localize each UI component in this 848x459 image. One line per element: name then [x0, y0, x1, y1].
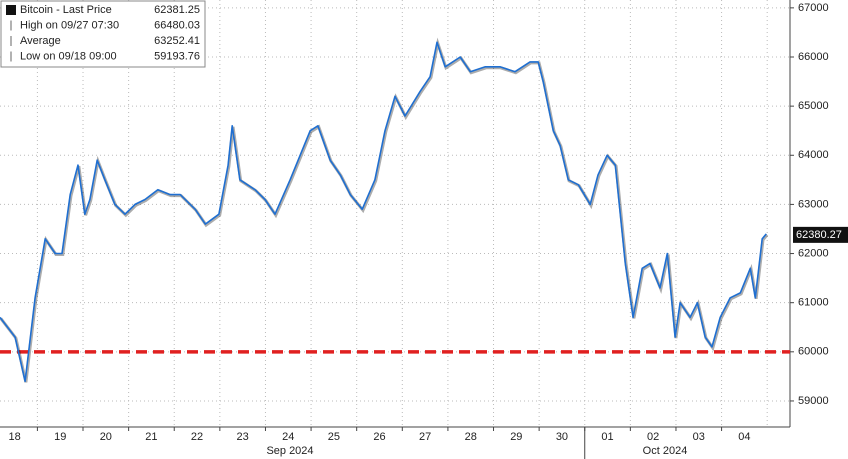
y-tick-label: 67000 [798, 2, 829, 14]
x-tick-label: 26 [373, 431, 385, 443]
x-tick-label: 28 [465, 431, 477, 443]
last-value-label: 62380.27 [796, 229, 842, 241]
legend-box [0, 0, 206, 68]
x-tick-label: 23 [237, 431, 249, 443]
x-tick-label: 03 [693, 431, 705, 443]
x-tick-label: 22 [191, 431, 203, 443]
legend-label: High on 09/27 07:30 [20, 19, 119, 31]
y-tick-label: 63000 [798, 198, 829, 210]
x-tick-label: 25 [328, 431, 340, 443]
y-tick-label: 64000 [798, 149, 829, 161]
x-tick-label: 24 [282, 431, 294, 443]
y-tick-label: 66000 [798, 51, 829, 63]
legend-label: Bitcoin - Last Price [20, 4, 112, 16]
x-tick-label: 04 [738, 431, 750, 443]
price-line [0, 41, 767, 383]
last-value-tag [793, 226, 848, 243]
x-tick-label: 27 [419, 431, 431, 443]
y-tick-label: 61000 [798, 297, 829, 309]
x-tick-label: 29 [510, 431, 522, 443]
month-label: Oct 2024 [643, 445, 688, 457]
month-label: Sep 2024 [266, 445, 313, 457]
x-tick-label: 02 [647, 431, 659, 443]
x-tick-label: 21 [145, 431, 157, 443]
y-tick-label: 60000 [798, 346, 829, 358]
legend-label: Low on 09/18 09:00 [20, 50, 117, 62]
y-tick-label: 59000 [798, 395, 829, 407]
x-tick-label: 30 [556, 431, 568, 443]
x-tick-label: 20 [100, 431, 112, 443]
legend-value: 62381.25 [154, 4, 200, 16]
legend-value: 63252.41 [154, 35, 200, 47]
x-tick-label: 18 [8, 431, 20, 443]
y-tick-label: 62000 [798, 247, 829, 259]
x-tick-label: 01 [601, 431, 613, 443]
x-tick-label: 19 [54, 431, 66, 443]
legend: Bitcoin - Last Price 62381.25 High on 09/2… [0, 0, 206, 68]
y-tick-label: 65000 [798, 100, 829, 112]
legend-label: Average [20, 35, 61, 47]
legend-swatch [6, 5, 16, 15]
legend-value: 59193.76 [154, 50, 200, 62]
legend-value: 66480.03 [154, 19, 200, 31]
